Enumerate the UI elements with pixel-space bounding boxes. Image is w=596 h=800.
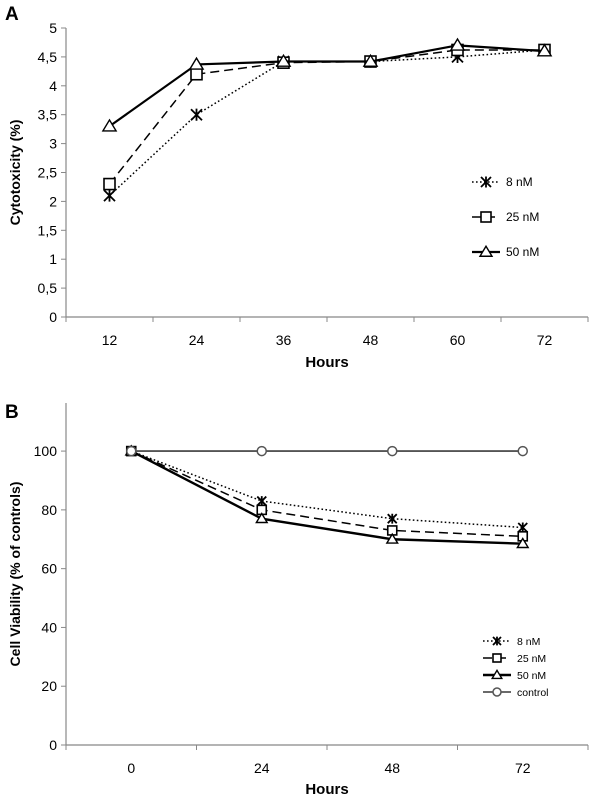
a-y-tick-label: 3 [49, 136, 57, 152]
b-series-25-nm-line [130, 450, 523, 538]
a-legend-25-nm-point-0 [480, 211, 492, 223]
b-y-tick-label: 100 [34, 443, 58, 459]
a-y-tick-label: 0,5 [38, 280, 58, 296]
a-series-8-nm-point-0 [103, 189, 116, 202]
b-legend-control-label: control [517, 687, 549, 699]
b-legend-50-nm-point-0 [490, 669, 504, 680]
b-legend-8-nm-point-0 [492, 636, 502, 646]
panel-a-y-axis-label: Cytotoxicity (%) [7, 120, 23, 226]
b-x-tick-label: 72 [515, 760, 531, 776]
a-series-25-nm-point-0 [103, 177, 116, 191]
b-series-8-nm-line [130, 450, 523, 529]
a-legend-8-nm-point-0 [480, 176, 492, 188]
panel-a-letter: A [5, 4, 19, 25]
a-y-tick-label: 4 [49, 78, 57, 94]
b-series-50-nm-point-2 [385, 532, 399, 544]
a-x-tick-label: 60 [450, 332, 466, 348]
b-series-8-nm-point-1 [256, 495, 267, 507]
a-x-tick-label: 12 [102, 332, 118, 348]
b-y-tick-label: 80 [41, 502, 57, 518]
b-y-tick-label: 40 [41, 619, 57, 635]
panel-b-letter: B [5, 402, 19, 423]
b-series-50-nm-point-3 [516, 537, 530, 549]
a-legend-25-nm-label: 25 nM [506, 210, 539, 224]
panel-b: B 0 20 40 60 80 100 0 24 48 72 8 nM 25 nM 50 nM cont… [5, 402, 589, 798]
b-legend-50-nm-label: 50 nM [517, 670, 546, 682]
a-series-25-nm-line [108, 49, 545, 185]
a-x-tick-label: 36 [276, 332, 292, 348]
a-x-tick-label: 24 [189, 332, 205, 348]
a-series-50-nm-point-0 [101, 118, 118, 132]
a-y-tick-label: 0 [49, 309, 57, 325]
panel-a-x-axis-label: Hours [305, 354, 348, 371]
b-x-tick-label: 48 [384, 760, 400, 776]
b-series-50-nm-line [130, 450, 523, 545]
panel-a: A 0 0,5 1 1,5 2 2,5 3 3,5 4 4,5 5 12 24 36 48 60 72 8 nM… [5, 4, 589, 371]
b-series-50-nm-point-1 [255, 512, 269, 524]
b-series-control-point-1 [256, 445, 267, 457]
a-series-50-nm-point-4 [449, 37, 466, 51]
a-series-8-nm-line [108, 49, 545, 197]
a-y-tick-label: 1,5 [38, 222, 58, 238]
b-series-8-nm-point-2 [387, 513, 398, 524]
b-y-tick-label: 0 [49, 737, 57, 753]
a-x-tick-label: 72 [537, 332, 553, 348]
b-x-tick-label: 24 [254, 760, 270, 776]
b-legend-25-nm-label: 25 nM [517, 653, 546, 665]
a-series-25-nm-point-1 [190, 67, 203, 81]
b-series-control-point-3 [517, 445, 528, 457]
b-x-tick-label: 0 [127, 760, 135, 776]
b-legend-8-nm-label: 8 nM [517, 636, 540, 648]
a-x-tick-label: 48 [363, 332, 379, 348]
b-series-control-point-2 [387, 445, 398, 457]
a-y-tick-label: 5 [49, 20, 57, 36]
a-series-50-nm-point-5 [536, 43, 553, 57]
a-series-50-nm-point-1 [188, 56, 205, 70]
b-series-8-nm-point-3 [517, 522, 528, 533]
a-series-50-nm-line [108, 44, 545, 128]
a-y-tick-label: 2 [49, 193, 57, 209]
b-legend-25-nm-point-0 [492, 653, 502, 663]
a-y-tick-label: 3,5 [38, 107, 58, 123]
panel-b-y-axis-label: Cell Viability (% of controls) [7, 482, 23, 667]
a-legend-50-nm-label: 50 nM [506, 245, 539, 259]
b-series-control-point-0 [126, 445, 137, 457]
a-series-50-nm-point-2 [275, 53, 292, 67]
b-legend-control-point-0 [492, 687, 502, 697]
a-y-tick-label: 1 [49, 251, 57, 267]
a-y-tick-label: 2,5 [38, 165, 58, 181]
a-series-50-nm-point-3 [362, 53, 379, 67]
a-legend-8-nm-label: 8 nM [506, 175, 533, 189]
panel-b-x-axis-label: Hours [305, 781, 348, 798]
a-series-8-nm-point-1 [190, 108, 203, 121]
b-y-tick-label: 20 [41, 678, 57, 694]
a-legend-50-nm-point-0 [478, 244, 494, 257]
b-y-tick-label: 60 [41, 561, 57, 577]
a-y-tick-label: 4,5 [38, 49, 58, 65]
